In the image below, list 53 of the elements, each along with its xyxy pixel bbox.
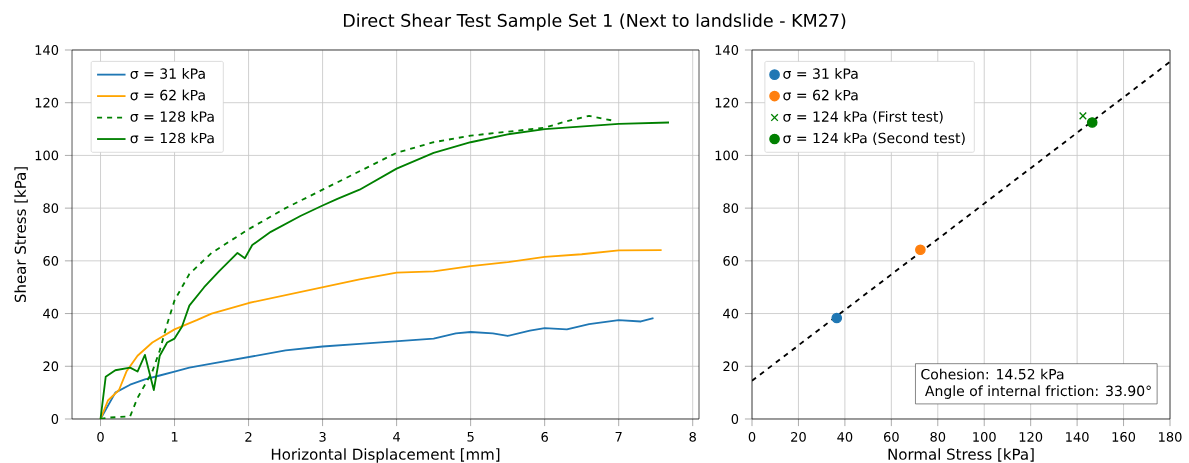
- legend-label: σ = 31 kPa: [130, 68, 205, 79]
- y-axis-title: Shear Stress [kPa]: [14, 167, 28, 303]
- x-tick-label: 7: [615, 432, 622, 442]
- x-tick-label: 2: [245, 431, 252, 442]
- x-axis-title: Horizontal Displacement [mm]: [271, 448, 500, 463]
- y-tick-label: 100: [715, 150, 739, 161]
- x-tick-label: 20: [791, 431, 806, 442]
- legend-label: σ = 62 kPa: [130, 89, 205, 101]
- y-tick-label: 40: [723, 308, 739, 319]
- point: [831, 312, 843, 324]
- annotation: Angle of internal friction: 33.90°: [925, 385, 1151, 399]
- x-tick-label: 120: [1019, 431, 1043, 442]
- y-tick-label: 0: [731, 414, 739, 424]
- x-tick-label: 40: [837, 431, 853, 442]
- y-tick-label: 20: [723, 361, 739, 372]
- point: [915, 244, 926, 256]
- y-tick-label: 80: [43, 203, 59, 214]
- x-tick-label: 180: [1159, 431, 1182, 442]
- legend-label: σ = 128 kPa: [130, 132, 214, 144]
- x-tick-label: 60: [883, 431, 899, 442]
- point: [1086, 117, 1098, 128]
- y-tick-label: 80: [723, 203, 739, 214]
- x-tick-label: 6: [541, 431, 548, 442]
- x-tick-label: 1: [171, 432, 178, 442]
- x-tick-label: 160: [1112, 431, 1136, 442]
- x-tick-label: 100: [973, 431, 996, 442]
- y-tick-label: 120: [715, 97, 739, 108]
- y-tick-label: 140: [715, 45, 739, 55]
- legend-label: σ = 124 kPa (First test): [783, 111, 943, 124]
- y-tick-label: 0: [51, 414, 59, 424]
- y-tick-label: 40: [43, 308, 59, 319]
- legend-label: σ = 62 kPa: [783, 89, 858, 101]
- legend-label: σ = 31 kPa: [783, 68, 858, 79]
- x-tick-label: 3: [319, 431, 326, 442]
- y-tick-label: 140: [35, 45, 59, 55]
- y-tick-label: 60: [43, 255, 59, 266]
- y-tick-label: 100: [35, 150, 59, 161]
- x-tick-label: 140: [1066, 431, 1089, 442]
- point: [1078, 111, 1087, 120]
- y-tick-label: 20: [43, 361, 59, 372]
- x-tick-label: 5: [467, 432, 474, 442]
- x-tick-label: 8: [689, 431, 696, 442]
- legend-label: σ = 128 kPa: [130, 111, 214, 122]
- x-tick-label: 0: [748, 431, 756, 442]
- x-tick-label: 0: [97, 431, 104, 442]
- x-tick-label: 4: [393, 432, 401, 442]
- y-tick-label: 120: [35, 97, 59, 108]
- legend-label: σ = 124 kPa (Second test): [783, 132, 965, 145]
- x-tick-label: 80: [930, 431, 946, 442]
- annotation: Cohesion: 14.52 kPa: [921, 368, 1064, 380]
- chart-title: Direct Shear Test Sample Set 1 (Next to landslide - KM27): [343, 13, 846, 31]
- y-tick-label: 60: [723, 255, 739, 266]
- x-axis-title: Normal Stress [kPa]: [888, 448, 1034, 462]
